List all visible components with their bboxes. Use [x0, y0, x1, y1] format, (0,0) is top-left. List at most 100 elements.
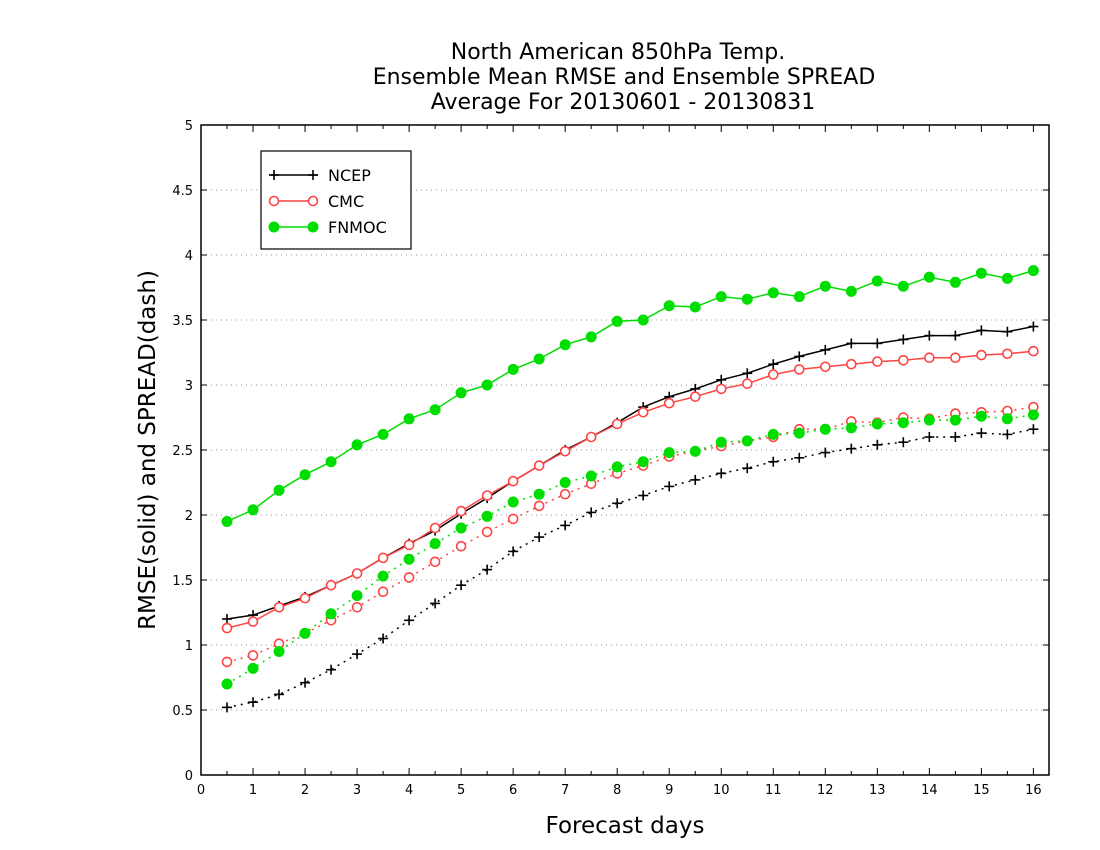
- y-tick-label: 0: [185, 769, 193, 784]
- data-point-fnmoc-spread: [767, 428, 779, 440]
- data-point-fnmoc-rmse: [715, 291, 727, 303]
- data-point-fnmoc-rmse: [455, 387, 467, 399]
- data-point-ncep-spread: [508, 546, 519, 557]
- data-point-cmc-spread: [455, 540, 467, 552]
- data-point-fnmoc-spread: [663, 447, 675, 459]
- x-tick-label: 15: [973, 783, 990, 798]
- data-point-fnmoc-rmse: [299, 469, 311, 481]
- data-point-cmc-rmse: [585, 431, 597, 443]
- data-point-ncep-spread: [326, 664, 337, 675]
- data-point-cmc-rmse: [741, 378, 753, 390]
- data-point-fnmoc-spread: [585, 470, 597, 482]
- data-point-ncep-rmse: [716, 374, 727, 385]
- data-point-fnmoc-rmse: [247, 504, 259, 516]
- data-point-ncep-spread: [222, 702, 233, 713]
- data-point-fnmoc-rmse: [429, 404, 441, 416]
- data-point-cmc-rmse: [611, 418, 623, 430]
- legend-marker-ncep: [269, 170, 279, 180]
- data-point-fnmoc-rmse: [611, 315, 623, 327]
- data-point-fnmoc-rmse: [325, 456, 337, 468]
- data-point-ncep-spread: [378, 633, 389, 644]
- data-point-fnmoc-spread: [923, 414, 935, 426]
- data-point-cmc-rmse: [924, 352, 935, 364]
- data-point-ncep-rmse: [820, 344, 831, 355]
- data-point-ncep-spread: [1002, 429, 1013, 440]
- data-point-cmc-rmse: [715, 383, 727, 395]
- data-point-fnmoc-rmse: [221, 516, 233, 527]
- chart-title: North American 850hPa Temp. Ensemble Mea…: [373, 40, 876, 115]
- data-point-ncep-spread: [924, 432, 935, 442]
- y-tick-label: 4.5: [172, 184, 193, 199]
- series-line-fnmoc-rmse: [226, 269, 1034, 523]
- data-point-fnmoc-rmse: [273, 484, 285, 496]
- data-point-ncep-spread: [274, 689, 285, 700]
- data-point-cmc-rmse: [377, 552, 389, 564]
- data-point-cmc-spread: [403, 572, 415, 583]
- data-point-fnmoc-spread: [715, 436, 727, 448]
- series-line-ncep-rmse: [226, 325, 1034, 620]
- y-tick-label: 5: [185, 119, 193, 134]
- data-point-fnmoc-spread: [793, 427, 805, 439]
- data-point-cmc-rmse: [429, 522, 441, 534]
- data-point-fnmoc-spread: [377, 570, 389, 582]
- data-point-fnmoc-spread: [689, 445, 701, 457]
- data-point-cmc-rmse: [299, 592, 311, 604]
- data-point-ncep-rmse: [924, 330, 935, 341]
- data-point-ncep-spread: [794, 452, 805, 463]
- y-tick-label: 3: [185, 379, 193, 394]
- x-axis-label: Forecast days: [546, 813, 705, 839]
- data-point-ncep-spread: [430, 598, 441, 609]
- legend-marker-cmc: [307, 195, 319, 207]
- data-point-ncep-spread: [456, 580, 467, 591]
- data-point-ncep-rmse: [768, 359, 779, 370]
- data-point-ncep-spread: [872, 439, 883, 450]
- data-point-ncep-spread: [352, 649, 363, 660]
- x-tick-label: 16: [1025, 783, 1042, 798]
- data-point-cmc-spread: [533, 500, 545, 512]
- legend-label-fnmoc: FNMOC: [328, 218, 387, 237]
- y-tick-label: 2.5: [172, 444, 193, 459]
- data-point-fnmoc-rmse: [585, 331, 597, 343]
- data-point-cmc-rmse: [351, 568, 363, 579]
- data-point-ncep-rmse: [1002, 326, 1013, 337]
- data-point-cmc-rmse: [455, 505, 467, 517]
- legend-box: [260, 150, 412, 250]
- data-point-ncep-spread: [898, 437, 909, 448]
- data-point-fnmoc-spread: [819, 423, 831, 435]
- y-tick-label: 2: [185, 509, 193, 524]
- data-point-ncep-spread: [950, 432, 961, 442]
- data-point-fnmoc-rmse: [1001, 272, 1013, 284]
- data-point-cmc-rmse: [767, 369, 779, 380]
- data-point-fnmoc-rmse: [767, 287, 779, 299]
- data-point-ncep-spread: [664, 481, 675, 492]
- axis-ticks: 00.511.522.533.544.550 1 2 3 4 5 6 7 8 9 10 11 12 13 1…: [172, 119, 1049, 798]
- data-point-cmc-rmse: [221, 622, 233, 634]
- data-point-ncep-spread: [1028, 424, 1039, 435]
- data-point-fnmoc-rmse: [559, 339, 571, 351]
- data-point-ncep-rmse: [898, 334, 909, 345]
- data-point-cmc-rmse: [793, 364, 805, 375]
- data-point-cmc-rmse: [533, 460, 545, 471]
- data-point-fnmoc-spread: [273, 646, 285, 657]
- series-line-cmc-rmse: [226, 350, 1034, 629]
- series-line-fnmoc-spread: [226, 414, 1034, 685]
- data-point-fnmoc-rmse: [663, 300, 675, 312]
- data-point-cmc-rmse: [846, 358, 857, 370]
- data-point-fnmoc-spread: [1027, 409, 1039, 421]
- data-point-cmc-spread: [481, 526, 493, 538]
- data-point-fnmoc-rmse: [845, 285, 857, 297]
- data-point-ncep-spread: [768, 456, 779, 467]
- data-point-ncep-rmse: [976, 325, 987, 336]
- data-point-ncep-spread: [690, 474, 701, 485]
- legend-marker-cmc: [268, 195, 280, 207]
- y-tick-label: 0.5: [172, 704, 193, 719]
- data-point-ncep-spread: [248, 697, 259, 708]
- title-line-1: North American 850hPa Temp.: [451, 40, 786, 65]
- data-point-fnmoc-rmse: [897, 280, 909, 292]
- data-point-fnmoc-rmse: [793, 291, 805, 303]
- data-point-fnmoc-spread: [325, 608, 337, 620]
- legend-item-cmc: CMC: [268, 192, 364, 211]
- data-point-fnmoc-spread: [637, 456, 649, 468]
- data-point-ncep-spread: [586, 507, 597, 518]
